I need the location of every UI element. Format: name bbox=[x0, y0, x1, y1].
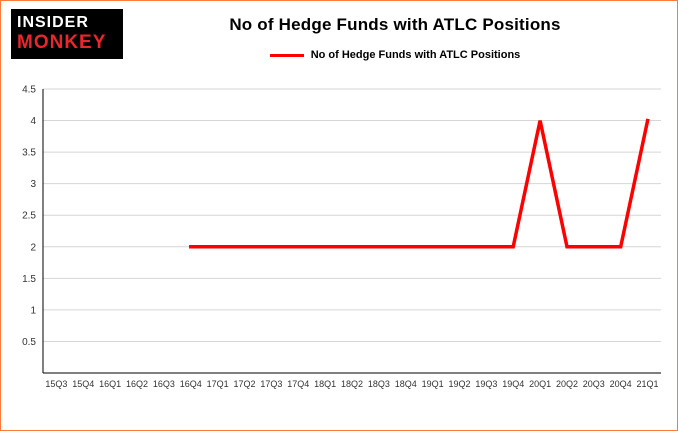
series-line bbox=[189, 118, 650, 249]
x-tick-label: 20Q1 bbox=[529, 379, 551, 389]
y-tick-label: 3 bbox=[30, 179, 36, 190]
x-tick-label: 15Q3 bbox=[45, 379, 67, 389]
x-tick-label: 16Q3 bbox=[153, 379, 175, 389]
chart-header: INSIDER MONKEY No of Hedge Funds with AT… bbox=[11, 9, 667, 61]
x-tick-label: 15Q4 bbox=[72, 379, 94, 389]
title-block: No of Hedge Funds with ATLC Positions No… bbox=[123, 9, 667, 61]
y-tick-label: 4.5 bbox=[22, 85, 36, 96]
y-tick-label: 2.5 bbox=[22, 211, 36, 222]
y-tick-label: 0.5 bbox=[22, 337, 36, 348]
y-tick-label: 1.5 bbox=[22, 274, 36, 285]
legend-label: No of Hedge Funds with ATLC Positions bbox=[310, 49, 521, 61]
x-tick-label: 19Q2 bbox=[448, 379, 470, 389]
x-tick-label: 16Q1 bbox=[99, 379, 121, 389]
x-tick-label: 18Q3 bbox=[368, 379, 390, 389]
logo-insider-text: INSIDER bbox=[17, 14, 89, 32]
x-tick-label: 18Q2 bbox=[341, 379, 363, 389]
x-tick-label: 17Q2 bbox=[234, 379, 256, 389]
insider-monkey-logo: INSIDER MONKEY bbox=[11, 9, 123, 59]
x-tick-label: 19Q4 bbox=[502, 379, 524, 389]
y-tick-label: 1 bbox=[30, 305, 36, 316]
page-title: No of Hedge Funds with ATLC Positions bbox=[229, 15, 561, 34]
logo-monkey-text: MONKEY bbox=[17, 31, 107, 53]
x-tick-label: 20Q4 bbox=[610, 379, 632, 389]
x-tick-label: 21Q1 bbox=[637, 379, 659, 389]
x-tick-label: 16Q2 bbox=[126, 379, 148, 389]
x-tick-label: 18Q1 bbox=[314, 379, 336, 389]
y-tick-label: 4 bbox=[30, 116, 36, 127]
x-tick-label: 17Q3 bbox=[260, 379, 282, 389]
x-tick-label: 16Q4 bbox=[180, 379, 202, 389]
x-tick-label: 20Q2 bbox=[556, 379, 578, 389]
x-tick-label: 17Q4 bbox=[287, 379, 309, 389]
legend-line-icon bbox=[269, 53, 304, 57]
x-tick-label: 20Q3 bbox=[583, 379, 605, 389]
x-tick-label: 19Q3 bbox=[475, 379, 497, 389]
x-tick-label: 18Q4 bbox=[395, 379, 417, 389]
y-tick-label: 2 bbox=[30, 242, 36, 253]
x-tick-label: 17Q1 bbox=[207, 379, 229, 389]
x-tick-label: 19Q1 bbox=[422, 379, 444, 389]
legend: No of Hedge Funds with ATLC Positions bbox=[269, 49, 521, 61]
y-tick-label: 3.5 bbox=[22, 148, 36, 159]
